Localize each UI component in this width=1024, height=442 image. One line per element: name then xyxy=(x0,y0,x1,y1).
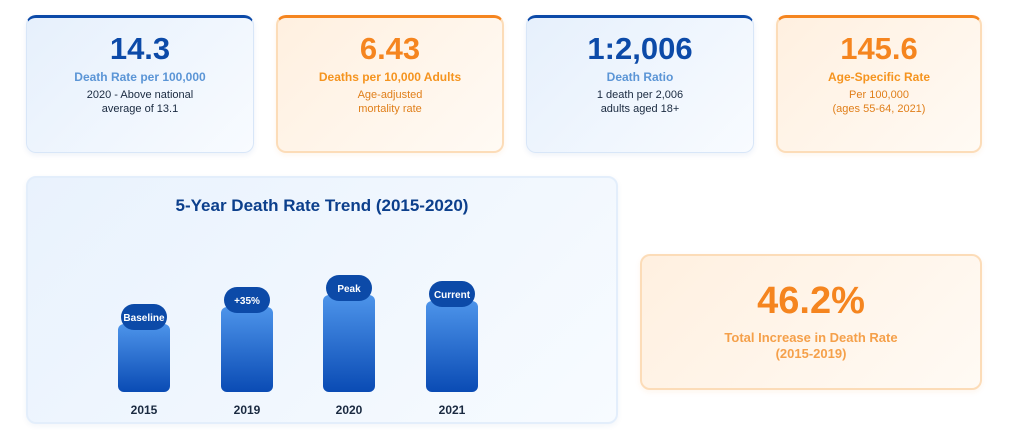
stat-card-age-specific-rate: 145.6 Age-Specific Rate Per 100,000 (age… xyxy=(776,15,982,153)
stat-label: Death Rate per 100,000 xyxy=(74,70,206,84)
stat-label: Deaths per 10,000 Adults xyxy=(318,70,462,84)
total-increase-value: 46.2% xyxy=(757,280,865,322)
stat-description: 1 death per 2,006 adults aged 18+ xyxy=(596,89,684,115)
x-tick-label: 2019 xyxy=(234,403,261,417)
stat-value: 6.43 xyxy=(359,31,421,66)
bar-2015 xyxy=(118,324,170,392)
bar-2021 xyxy=(426,301,478,392)
stat-card-death-rate: 14.3 Death Rate per 100,000 2020 - Above… xyxy=(26,15,254,153)
total-increase-label: Total Increase in Death Rate (2015-2019) xyxy=(724,330,898,361)
stat-label: Age-Specific Rate xyxy=(827,70,931,84)
bar-annotation-badge xyxy=(429,281,475,307)
bar-2020 xyxy=(323,295,375,392)
chart-title: 5-Year Death Rate Trend (2015-2020) xyxy=(175,196,469,215)
bar-annotation-label: +35% xyxy=(234,296,260,307)
stat-description: Per 100,000 (ages 55-64, 2021) xyxy=(832,89,926,115)
stat-value: 14.3 xyxy=(109,31,171,66)
bar-annotation-label: Peak xyxy=(337,284,361,295)
bar-annotation-badge xyxy=(224,287,270,313)
bar-annotation-label: Baseline xyxy=(123,313,165,324)
bar-2019 xyxy=(221,307,273,392)
stat-description: Age-adjusted mortality rate xyxy=(357,89,423,115)
stat-label: Death Ratio xyxy=(606,70,674,84)
bar-annotation-label: Current xyxy=(434,290,471,301)
stat-card-death-ratio: 1:2,006 Death Ratio 1 death per 2,006 ad… xyxy=(526,15,754,153)
bar-chart: Baseline 2015 +35% 2019 Peak 2020 Current 2021 xyxy=(118,275,478,417)
x-tick-label: 2020 xyxy=(336,403,363,417)
trend-chart-card: 5-Year Death Rate Trend (2015-2020) Base… xyxy=(26,176,618,424)
stat-card-deaths-per-adults: 6.43 Deaths per 10,000 Adults Age-adjust… xyxy=(276,15,504,153)
bar-annotation-badge xyxy=(121,304,167,330)
stat-value: 145.6 xyxy=(840,31,918,66)
stat-value: 1:2,006 xyxy=(587,31,693,66)
x-tick-label: 2021 xyxy=(439,403,466,417)
bar-annotation-badge xyxy=(326,275,372,301)
x-tick-label: 2015 xyxy=(131,403,158,417)
total-increase-card: 46.2% Total Increase in Death Rate (2015… xyxy=(640,254,982,390)
stat-description: 2020 - Above national average of 13.1 xyxy=(86,89,194,115)
